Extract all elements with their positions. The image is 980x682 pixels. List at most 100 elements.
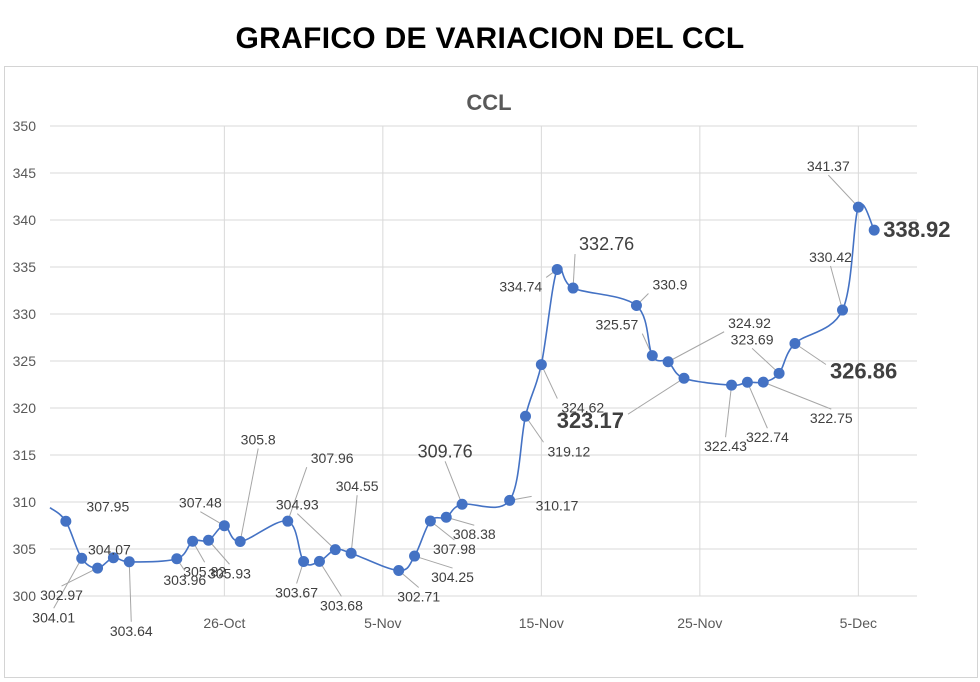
data-point <box>218 520 230 532</box>
data-label: 303.64 <box>110 623 153 639</box>
y-tick-label: 300 <box>13 588 37 604</box>
chart-area <box>4 66 978 678</box>
label-leader <box>287 467 308 522</box>
data-label: 307.98 <box>433 541 476 557</box>
data-point <box>535 359 547 371</box>
label-leader <box>572 254 576 289</box>
data-label: 304.07 <box>88 542 131 558</box>
data-label: 323.17 <box>557 408 624 433</box>
y-axis: 300 305 310 315 320 325 330 335 340 345 350 <box>13 118 37 604</box>
data-label: 322.74 <box>746 429 789 445</box>
data-point <box>345 547 357 559</box>
label-leader <box>444 461 463 505</box>
data-point <box>76 552 88 564</box>
data-label: 325.57 <box>595 317 638 333</box>
label-leader <box>827 174 859 208</box>
data-label: 305.93 <box>208 565 251 581</box>
x-tick-label: 25-Nov <box>677 615 722 631</box>
y-tick-label: 345 <box>13 165 37 181</box>
y-tick-label: 350 <box>13 118 37 134</box>
data-point <box>203 534 214 546</box>
data-point <box>313 555 325 567</box>
data-labels: 307.95304.01302.97304.07303.64303.96305.… <box>32 158 950 639</box>
data-label: 305.8 <box>241 431 276 447</box>
data-label: 303.96 <box>163 572 206 588</box>
y-tick-label: 335 <box>13 259 37 275</box>
data-point <box>456 498 468 510</box>
label-leader <box>319 561 342 597</box>
data-point <box>171 553 183 565</box>
data-label: 338.92 <box>883 217 950 242</box>
label-leader <box>794 343 827 365</box>
data-label: 324.92 <box>728 315 771 331</box>
label-leader <box>414 555 453 569</box>
data-point <box>92 562 104 574</box>
data-point <box>773 367 785 379</box>
data-point <box>520 410 531 422</box>
data-label: 303.68 <box>320 597 363 613</box>
label-leader <box>763 381 832 410</box>
y-tick-label: 305 <box>13 541 37 557</box>
data-point <box>789 338 801 350</box>
x-tick-label: 5-Nov <box>364 615 401 631</box>
data-label: 304.25 <box>431 569 474 585</box>
data-point <box>329 544 341 556</box>
label-leader <box>296 513 336 551</box>
data-label: 322.75 <box>810 410 853 426</box>
data-label: 303.67 <box>275 585 318 601</box>
data-label: 302.71 <box>397 589 440 605</box>
data-label: 332.76 <box>579 234 634 254</box>
data-point <box>868 224 880 236</box>
data-point <box>757 376 769 388</box>
x-tick-label: 5-Dec <box>840 615 877 631</box>
data-point <box>107 552 119 564</box>
data-label: 304.93 <box>276 497 319 513</box>
data-point <box>60 515 72 527</box>
data-point <box>852 201 864 213</box>
page-title: GRAFICO DE VARIACION DEL CCL <box>235 22 745 55</box>
data-label: 334.74 <box>499 278 542 294</box>
label-leader <box>540 364 558 399</box>
data-point <box>837 304 848 316</box>
data-label: 324.62 <box>561 400 604 416</box>
x-tick-label: 26-Oct <box>203 615 245 631</box>
series-ccl <box>49 201 880 577</box>
data-point <box>741 376 753 388</box>
label-leader <box>128 561 132 622</box>
data-point <box>504 494 516 506</box>
data-point <box>726 379 738 391</box>
data-point <box>646 350 658 362</box>
data-label: 307.48 <box>179 495 222 511</box>
data-point <box>630 300 642 312</box>
series-line <box>49 203 875 572</box>
data-label: 309.76 <box>418 441 473 461</box>
y-tick-label: 325 <box>13 353 37 369</box>
x-axis: 26-Oct 5-Nov 15-Nov 25-Nov 5-Dec <box>203 615 877 631</box>
data-label: 341.37 <box>807 158 850 174</box>
gridlines <box>50 125 917 597</box>
y-tick-label: 320 <box>13 400 37 416</box>
data-point <box>187 535 199 547</box>
y-tick-label: 330 <box>13 306 37 322</box>
label-leader <box>350 495 358 554</box>
data-label: 308.38 <box>453 526 496 542</box>
data-point <box>298 556 310 568</box>
label-leader <box>61 567 98 587</box>
label-leader <box>751 347 780 374</box>
data-label: 302.97 <box>40 587 83 603</box>
data-label: 323.69 <box>731 331 774 347</box>
data-point <box>234 535 246 547</box>
data-label: 310.17 <box>536 497 579 513</box>
y-tick-label: 340 <box>13 212 37 228</box>
label-leader <box>830 265 843 311</box>
data-label: 304.01 <box>32 609 75 625</box>
data-label: 307.96 <box>311 450 354 466</box>
data-label: 322.43 <box>704 438 747 454</box>
label-leader <box>239 448 259 542</box>
x-tick-label: 15-Nov <box>519 615 564 631</box>
data-label: 304.55 <box>336 478 379 494</box>
label-leader <box>667 331 725 363</box>
data-label: 319.12 <box>548 443 591 459</box>
label-leader <box>725 385 733 438</box>
